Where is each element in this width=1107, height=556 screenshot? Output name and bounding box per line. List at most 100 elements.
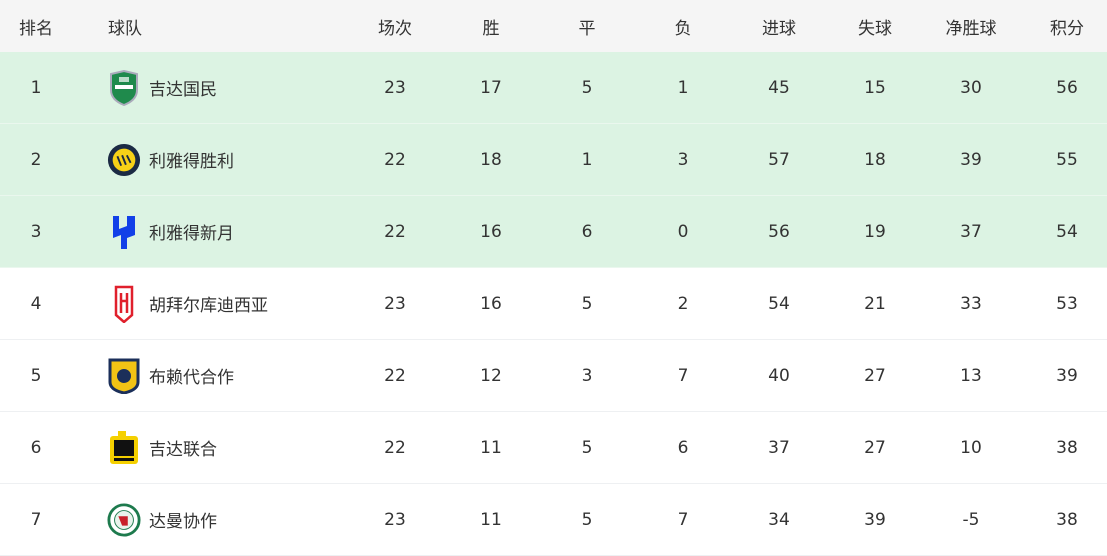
al-hilal-crest-icon [107, 215, 141, 249]
table-row[interactable]: 7 达曼协作 23 11 5 7 34 39 -5 38 [0, 484, 1107, 556]
header-points[interactable]: 积分 [1050, 18, 1084, 39]
team-name[interactable]: 布赖代合作 [149, 368, 234, 388]
played-cell: 23 [384, 509, 406, 530]
points-cell: 55 [1056, 149, 1078, 170]
table-row[interactable]: 1 吉达国民 23 17 5 1 45 15 30 56 [0, 52, 1107, 124]
drawn-cell: 1 [581, 149, 593, 170]
goal-difference-cell: 30 [960, 77, 982, 98]
played-cell: 23 [384, 293, 406, 314]
table-row[interactable]: 4 胡拜尔库迪西亚 23 16 5 2 54 21 33 53 [0, 268, 1107, 340]
table-row[interactable]: 6 吉达联合 22 11 5 6 37 27 10 38 [0, 412, 1107, 484]
drawn-cell: 3 [581, 365, 593, 386]
header-lost[interactable]: 负 [674, 18, 692, 39]
rank-cell: 2 [30, 149, 42, 170]
goals-against-cell: 27 [864, 365, 886, 386]
won-cell: 11 [480, 437, 502, 458]
rank-cell: 5 [30, 365, 42, 386]
lost-cell: 6 [677, 437, 689, 458]
points-cell: 56 [1056, 77, 1078, 98]
goals-for-cell: 34 [768, 509, 790, 530]
header-played[interactable]: 场次 [378, 18, 412, 39]
lost-cell: 7 [677, 509, 689, 530]
drawn-cell: 6 [581, 221, 593, 242]
al-ittihad-crest-icon [107, 430, 141, 465]
drawn-cell: 5 [581, 293, 593, 314]
header-team[interactable]: 球队 [108, 18, 142, 39]
won-cell: 18 [480, 149, 502, 170]
played-cell: 22 [384, 221, 406, 242]
team-name[interactable]: 胡拜尔库迪西亚 [149, 296, 268, 316]
al-ahli-crest-icon [107, 69, 141, 106]
goal-difference-cell: 37 [960, 221, 982, 242]
goals-for-cell: 56 [768, 221, 790, 242]
al-ettifaq-crest-icon [107, 502, 141, 537]
played-cell: 22 [384, 149, 406, 170]
goals-against-cell: 18 [864, 149, 886, 170]
played-cell: 23 [384, 77, 406, 98]
lost-cell: 2 [677, 293, 689, 314]
team-cell[interactable]: 布赖代合作 [107, 340, 234, 411]
points-cell: 54 [1056, 221, 1078, 242]
played-cell: 22 [384, 365, 406, 386]
goal-difference-cell: -5 [962, 509, 980, 530]
won-cell: 12 [480, 365, 502, 386]
lost-cell: 3 [677, 149, 689, 170]
goal-difference-cell: 33 [960, 293, 982, 314]
points-cell: 38 [1056, 437, 1078, 458]
lost-cell: 7 [677, 365, 689, 386]
al-nassr-crest-icon [107, 143, 141, 177]
won-cell: 16 [480, 221, 502, 242]
table-row[interactable]: 2 利雅得胜利 22 18 1 3 57 18 39 55 [0, 124, 1107, 196]
goals-for-cell: 37 [768, 437, 790, 458]
goals-against-cell: 15 [864, 77, 886, 98]
team-cell[interactable]: 利雅得新月 [107, 196, 234, 267]
won-cell: 11 [480, 509, 502, 530]
points-cell: 39 [1056, 365, 1078, 386]
team-cell[interactable]: 利雅得胜利 [107, 124, 234, 195]
drawn-cell: 5 [581, 509, 593, 530]
team-name[interactable]: 利雅得胜利 [149, 152, 234, 172]
played-cell: 22 [384, 437, 406, 458]
header-drawn[interactable]: 平 [578, 18, 596, 39]
table-header: 排名 球队 场次 胜 平 负 进球 失球 净胜球 积分 [0, 0, 1107, 52]
rank-cell: 4 [30, 293, 42, 314]
header-won[interactable]: 胜 [482, 18, 500, 39]
goals-for-cell: 40 [768, 365, 790, 386]
lost-cell: 1 [677, 77, 689, 98]
goals-against-cell: 27 [864, 437, 886, 458]
won-cell: 17 [480, 77, 502, 98]
team-name[interactable]: 吉达联合 [149, 440, 217, 460]
lost-cell: 0 [677, 221, 689, 242]
goals-for-cell: 54 [768, 293, 790, 314]
rank-cell: 1 [30, 77, 42, 98]
table-row[interactable]: 5 布赖代合作 22 12 3 7 40 27 13 39 [0, 340, 1107, 412]
team-cell[interactable]: 吉达联合 [107, 412, 217, 483]
team-name[interactable]: 吉达国民 [149, 80, 217, 100]
team-name[interactable]: 达曼协作 [149, 512, 217, 532]
rank-cell: 6 [30, 437, 42, 458]
goal-difference-cell: 10 [960, 437, 982, 458]
header-goal-difference[interactable]: 净胜球 [945, 18, 997, 39]
goals-for-cell: 57 [768, 149, 790, 170]
goal-difference-cell: 13 [960, 365, 982, 386]
header-goals-for[interactable]: 进球 [762, 18, 796, 39]
team-cell[interactable]: 吉达国民 [107, 52, 217, 123]
team-cell[interactable]: 达曼协作 [107, 484, 217, 555]
header-goals-against[interactable]: 失球 [858, 18, 892, 39]
goals-against-cell: 39 [864, 509, 886, 530]
won-cell: 16 [480, 293, 502, 314]
al-taawoun-crest-icon [107, 358, 141, 394]
points-cell: 53 [1056, 293, 1078, 314]
table-row[interactable]: 3 利雅得新月 22 16 6 0 56 19 37 54 [0, 196, 1107, 268]
rank-cell: 7 [30, 509, 42, 530]
rank-cell: 3 [30, 221, 42, 242]
goals-against-cell: 21 [864, 293, 886, 314]
header-rank[interactable]: 排名 [19, 18, 53, 39]
team-name[interactable]: 利雅得新月 [149, 224, 234, 244]
points-cell: 38 [1056, 509, 1078, 530]
team-cell[interactable]: 胡拜尔库迪西亚 [107, 268, 268, 339]
drawn-cell: 5 [581, 77, 593, 98]
drawn-cell: 5 [581, 437, 593, 458]
al-qadsiah-crest-icon [107, 285, 141, 323]
